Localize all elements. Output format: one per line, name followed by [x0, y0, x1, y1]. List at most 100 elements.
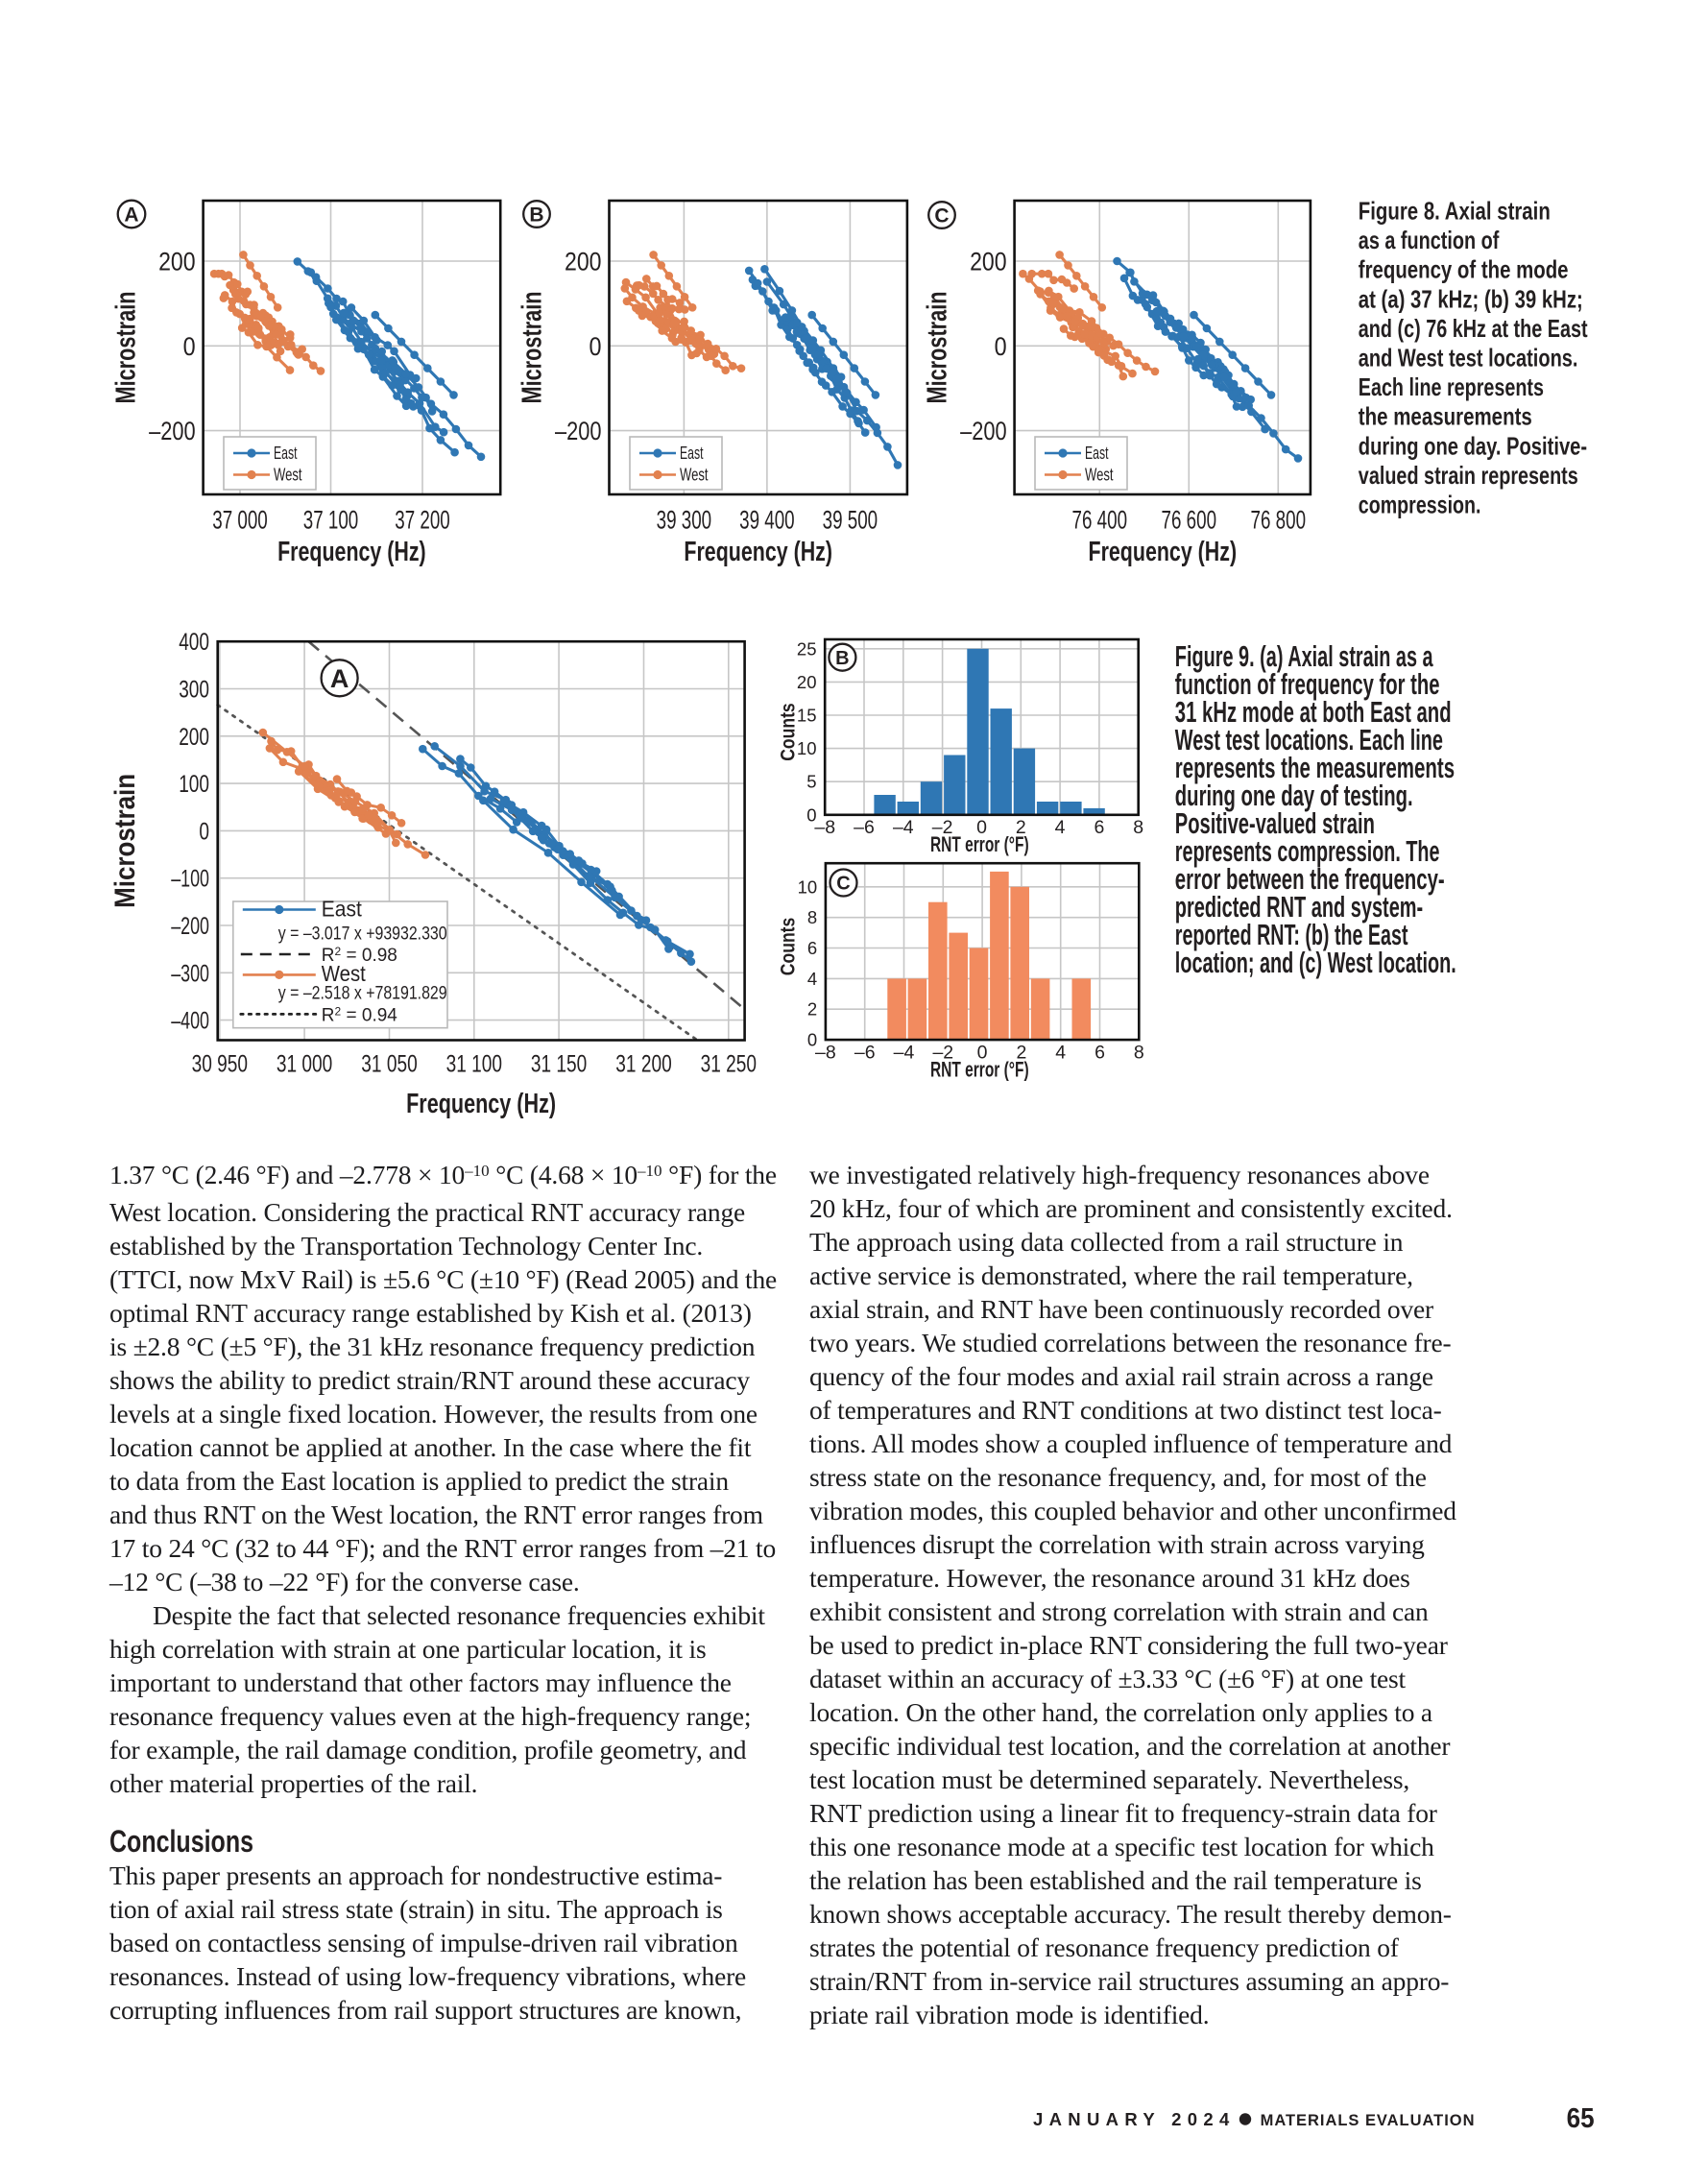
svg-text:30 950: 30 950	[192, 1050, 248, 1077]
svg-text:represents the measurements: represents the measurements	[1175, 752, 1455, 784]
svg-text:A: A	[124, 204, 138, 227]
svg-text:Microstrain: Microstrain	[109, 774, 141, 908]
svg-text:Frequency (Hz): Frequency (Hz)	[684, 537, 832, 567]
svg-text:y = –2.518 x +78191.829: y = –2.518 x +78191.829	[278, 984, 447, 1004]
svg-text:Microstrain: Microstrain	[517, 292, 548, 404]
svg-text:76 800: 76 800	[1251, 506, 1307, 535]
svg-text:2: 2	[807, 999, 817, 1020]
svg-text:compression.: compression.	[1359, 492, 1481, 519]
svg-text:10: 10	[797, 738, 817, 758]
svg-text:10: 10	[798, 876, 818, 897]
svg-text:5: 5	[806, 772, 816, 792]
svg-text:37 200: 37 200	[395, 506, 450, 535]
svg-text:MATERIALS EVALUATION: MATERIALS EVALUATION	[1261, 2112, 1475, 2129]
svg-text:West: West	[274, 466, 302, 485]
svg-text:during one day. Positive-: during one day. Positive-	[1359, 433, 1587, 460]
svg-text:–6: –6	[854, 817, 875, 838]
svg-text:–4: –4	[893, 817, 914, 838]
svg-text:200: 200	[970, 248, 1007, 276]
svg-text:and (c) 76 kHz at the East: and (c) 76 kHz at the East	[1359, 316, 1588, 343]
svg-text:B: B	[835, 648, 849, 669]
svg-text:2: 2	[1016, 817, 1026, 838]
svg-text:Figure 8. Axial strain: Figure 8. Axial strain	[1359, 199, 1551, 226]
svg-text:Microstrain: Microstrain	[111, 292, 142, 404]
svg-text:–200: –200	[149, 417, 196, 445]
svg-text:–2: –2	[932, 817, 953, 838]
svg-text:20: 20	[797, 672, 817, 692]
svg-text:RNT error (°F): RNT error (°F)	[930, 1058, 1029, 1082]
svg-text:39 500: 39 500	[823, 506, 878, 535]
svg-text:31 kHz mode at both East and: 31 kHz mode at both East and	[1175, 696, 1452, 729]
svg-text:200: 200	[565, 248, 602, 276]
svg-text:39 400: 39 400	[739, 506, 795, 535]
svg-text:2: 2	[1016, 1042, 1026, 1063]
svg-text:function of frequency for the: function of frequency for the	[1175, 668, 1440, 701]
svg-text:East: East	[322, 896, 363, 921]
svg-text:Counts: Counts	[778, 703, 800, 761]
svg-text:C: C	[836, 874, 850, 895]
svg-text:4: 4	[1055, 1042, 1066, 1063]
svg-text:–4: –4	[894, 1042, 915, 1063]
svg-text:Frequency (Hz): Frequency (Hz)	[1089, 537, 1238, 567]
svg-text:as a function of: as a function of	[1359, 228, 1500, 254]
svg-text:8: 8	[807, 907, 817, 927]
svg-text:31 050: 31 050	[361, 1050, 417, 1077]
svg-text:R2 = 0.98: R2 = 0.98	[322, 945, 397, 966]
svg-text:predicted RNT and system-: predicted RNT and system-	[1175, 891, 1423, 924]
svg-text:error between the frequency-: error between the frequency-	[1175, 863, 1445, 896]
svg-text:represents compression. The: represents compression. The	[1175, 835, 1440, 868]
svg-text:A: A	[330, 664, 349, 693]
svg-text:31 150: 31 150	[531, 1050, 587, 1077]
svg-text:Figure 9. (a) Axial strain as: Figure 9. (a) Axial strain as a	[1175, 640, 1433, 673]
svg-text:West test locations. Each line: West test locations. Each line	[1175, 724, 1443, 756]
svg-text:–8: –8	[814, 817, 835, 838]
svg-text:31 100: 31 100	[446, 1050, 502, 1077]
svg-text:4: 4	[807, 969, 817, 989]
svg-text:RNT error (°F): RNT error (°F)	[930, 832, 1029, 856]
svg-text:–400: –400	[171, 1008, 209, 1035]
svg-text:reported RNT: (b) the East: reported RNT: (b) the East	[1175, 919, 1408, 951]
svg-text:–200: –200	[555, 417, 602, 445]
svg-text:Each line represents: Each line represents	[1359, 374, 1544, 401]
svg-text:Frequency (Hz): Frequency (Hz)	[406, 1089, 556, 1119]
svg-text:Conclusions: Conclusions	[109, 1824, 253, 1859]
svg-text:–6: –6	[854, 1042, 876, 1063]
svg-text:0: 0	[199, 818, 209, 845]
svg-text:0: 0	[977, 1042, 988, 1063]
svg-text:frequency of the mode: frequency of the mode	[1359, 257, 1569, 284]
svg-text:76 600: 76 600	[1162, 506, 1217, 535]
svg-text:at (a) 37 kHz; (b) 39 kHz;: at (a) 37 kHz; (b) 39 kHz;	[1359, 286, 1583, 313]
svg-text:Positive-valued strain: Positive-valued strain	[1175, 807, 1375, 840]
svg-text:25: 25	[797, 638, 817, 659]
svg-text:–2: –2	[932, 1042, 953, 1063]
svg-text:y = –3.017 x +93932.330: y = –3.017 x +93932.330	[278, 924, 447, 944]
svg-text:Frequency (Hz): Frequency (Hz)	[277, 537, 426, 567]
svg-text:6: 6	[1094, 817, 1104, 838]
svg-text:East: East	[274, 444, 298, 463]
svg-text:West: West	[680, 466, 709, 485]
svg-text:100: 100	[179, 771, 209, 798]
svg-text:200: 200	[158, 248, 196, 276]
svg-text:0: 0	[806, 804, 816, 825]
svg-text:East: East	[1085, 444, 1109, 463]
svg-text:and West test locations.: and West test locations.	[1359, 346, 1578, 372]
svg-text:8: 8	[1134, 1042, 1144, 1063]
svg-text:–100: –100	[171, 866, 209, 893]
svg-text:valued strain represents: valued strain represents	[1359, 463, 1578, 490]
svg-text:76 400: 76 400	[1072, 506, 1128, 535]
svg-text:15: 15	[797, 706, 817, 726]
svg-text:0: 0	[589, 332, 602, 361]
svg-text:4: 4	[1055, 817, 1066, 838]
svg-text:37 000: 37 000	[212, 506, 268, 535]
svg-text:C: C	[934, 205, 949, 228]
svg-text:JANUARY 2024: JANUARY 2024	[1033, 2109, 1230, 2129]
svg-text:65: 65	[1567, 2103, 1595, 2134]
svg-text:West: West	[322, 961, 367, 986]
svg-text:Microstrain: Microstrain	[923, 292, 953, 404]
svg-text:0: 0	[183, 332, 196, 361]
svg-text:200: 200	[179, 724, 209, 751]
svg-text:0: 0	[807, 1030, 817, 1050]
svg-text:39 300: 39 300	[657, 506, 712, 535]
svg-text:6: 6	[807, 938, 817, 958]
svg-text:31 200: 31 200	[615, 1050, 671, 1077]
